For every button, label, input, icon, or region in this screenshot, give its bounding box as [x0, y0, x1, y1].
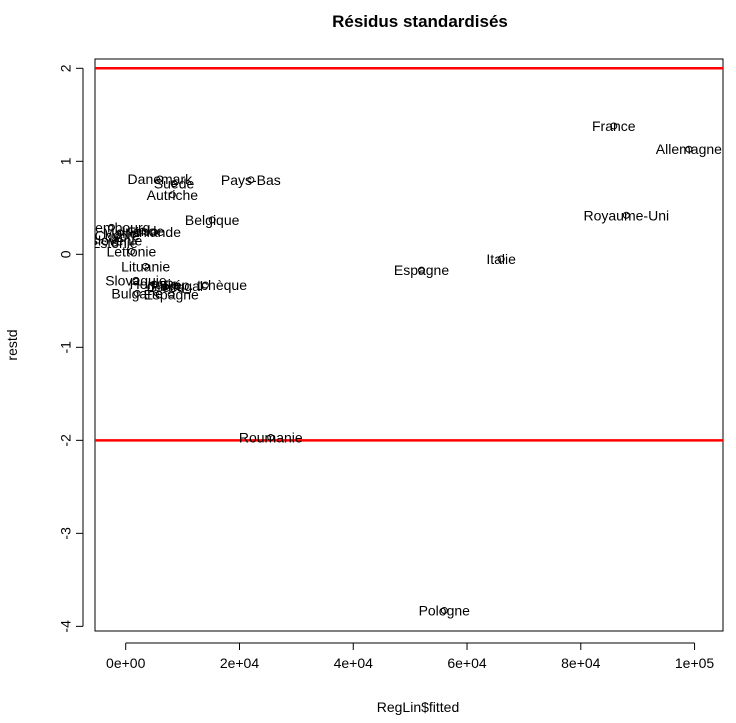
x-tick-label: 4e+04 [334, 655, 374, 671]
data-point [167, 290, 175, 298]
data-point [170, 180, 178, 188]
data-point [418, 266, 426, 274]
point-label: Malte [103, 225, 137, 241]
data-point [156, 175, 164, 183]
data-point [150, 228, 158, 236]
point-label: Pologne [419, 603, 471, 619]
y-tick-label: 2 [58, 64, 74, 72]
data-point [267, 434, 275, 442]
reference-lines [95, 67, 723, 442]
point-label: Espagne [144, 286, 199, 302]
data-point [107, 223, 115, 231]
data-point [150, 280, 158, 288]
point-label: Allemagne [656, 141, 722, 157]
point-label: Slovénie [89, 232, 143, 248]
y-tick-label: -2 [58, 434, 74, 447]
data-point [685, 145, 693, 153]
point-label: France [592, 118, 636, 134]
plot-frame [94, 58, 724, 632]
x-tick-label: 0e+00 [106, 655, 146, 671]
y-tick-label: 0 [58, 250, 74, 258]
point-label: Irlande [121, 223, 164, 239]
point-label: Espagne [394, 262, 449, 278]
x-tick-label: 8e+04 [561, 655, 601, 671]
point-label: Belgique [185, 212, 240, 228]
point-label: Rép. tchèque [164, 277, 247, 293]
data-point [610, 122, 618, 130]
data-point [497, 255, 505, 263]
point-label: Bulgarie [111, 285, 163, 301]
x-axis-label: RegLin$fitted [377, 699, 460, 715]
data-point [132, 276, 140, 284]
data-point [113, 232, 121, 240]
data-point [208, 216, 216, 224]
x-tick-label: 1e+05 [675, 655, 715, 671]
point-label: Finlande [127, 224, 181, 240]
point-label: Grèce [146, 279, 184, 295]
point-label: Estonie [91, 235, 138, 251]
data-point [110, 239, 118, 247]
point-label: Lettonie [106, 244, 156, 260]
y-axis: 2 1 0 -1 -2 -3 -4 [58, 64, 84, 633]
point-label: Luxembourg [73, 219, 151, 235]
data-point [201, 281, 209, 289]
y-tick-label: -1 [58, 341, 74, 354]
data-point [127, 248, 135, 256]
data-point [162, 283, 170, 291]
point-label: Hongrie [130, 276, 179, 292]
x-tick-label: 2e+04 [220, 655, 260, 671]
x-tick-label: 6e+04 [447, 655, 487, 671]
data-point [168, 191, 176, 199]
data-point [173, 282, 181, 290]
y-tick-label: 1 [58, 157, 74, 165]
chart-title: Résidus standardisés [332, 12, 508, 31]
data-point [622, 211, 630, 219]
point-label: Chypre [95, 228, 140, 244]
data-point [440, 607, 448, 615]
data-point [133, 289, 141, 297]
point-label: Autriche [147, 187, 199, 203]
point-label: Italie [486, 251, 516, 267]
x-axis: 0e+00 2e+04 4e+04 6e+04 8e+04 1e+05 [106, 642, 715, 671]
y-tick-label: -3 [58, 527, 74, 540]
point-label: Royaume-Uni [584, 207, 670, 223]
data-point [247, 176, 255, 184]
data-points: France Allemagne Royaume-Uni Italie Espagne P… [73, 118, 722, 619]
point-label: Lituanie [121, 258, 170, 274]
data-point [139, 227, 147, 235]
point-label: Pays-Bas [221, 172, 281, 188]
y-axis-label: restd [4, 329, 20, 360]
data-point [142, 262, 150, 270]
point-label: Suède [154, 176, 195, 192]
point-label: Roumanie [239, 430, 303, 446]
y-tick-label: -4 [58, 620, 74, 633]
